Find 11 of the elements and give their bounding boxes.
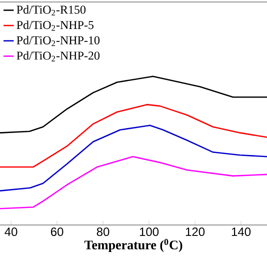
legend-label: Pd/TiO$_{2}$-NHP-20	[16, 51, 100, 62]
x-tick-label: 120	[186, 228, 205, 236]
x-tick-label: 100	[140, 228, 159, 236]
legend-label: Pd/TiO$_{2}$-NHP-5	[16, 20, 94, 31]
x-tick-label: 60	[50, 228, 64, 236]
x-axis-title: Temperature ($^{0}$C)	[84, 238, 182, 252]
legend-label: Pd/TiO$_{2}$-R150	[16, 5, 86, 16]
x-tick-label: 40	[4, 228, 18, 236]
x-tick-label: 140	[232, 228, 251, 236]
x-tick-label: 80	[96, 228, 110, 236]
legend-label: Pd/TiO$_{2}$-NHP-10	[16, 36, 100, 46]
